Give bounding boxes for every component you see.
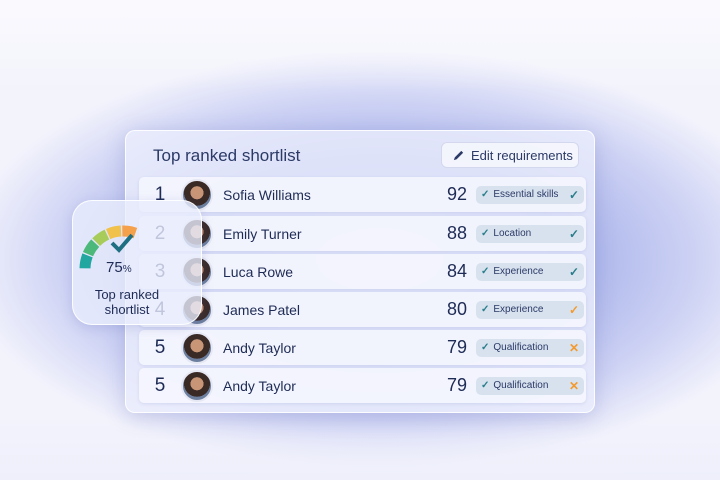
candidate-row[interactable]: 1 Sofia Williams 92 ✓ Essential skills ✓ [139, 177, 586, 212]
match-score: 84 [446, 261, 467, 281]
requirement-label: Essential skills [493, 189, 559, 200]
requirement-label: Location [493, 228, 532, 239]
check-icon: ✓ [481, 228, 490, 239]
check-icon: ✓ [568, 264, 579, 279]
gauge-segment [92, 229, 110, 247]
requirement-tag: ✓ Experience ✓ [476, 300, 584, 319]
candidate-name: Emily Turner [223, 225, 302, 242]
requirement-tag: ✓ Experience ✓ [476, 262, 584, 281]
check-icon: ✓ [568, 226, 579, 241]
avatar [181, 331, 213, 364]
requirement-label: Experience [493, 304, 544, 315]
candidate-name: Andy Taylor [223, 339, 296, 356]
candidate-name: Luca Rowe [223, 263, 294, 280]
match-score: 79 [446, 337, 467, 357]
pencil-icon [453, 150, 464, 160]
match-score: 88 [446, 223, 467, 243]
requirement-label: Experience [493, 266, 544, 277]
candidate-name: James Patel [223, 301, 301, 318]
background-bottom [0, 420, 720, 480]
shortlist-card: Top ranked shortlist Edit requirements 1… [125, 130, 595, 413]
check-icon: ✓ [481, 380, 490, 391]
rank-number: 5 [154, 374, 166, 396]
gauge-segment [79, 253, 93, 269]
match-score: 80 [446, 299, 467, 319]
check-icon: ✓ [568, 302, 579, 317]
gauge-arc [79, 225, 138, 269]
edit-requirements-button[interactable]: Edit requirements [441, 142, 579, 168]
candidate-row[interactable]: 5 Andy Taylor 79 ✓ Qualification ✕ [139, 330, 586, 365]
candidate-row[interactable]: 2 Emily Turner 88 ✓Location✓ [139, 216, 586, 251]
rank-number: 5 [154, 336, 166, 358]
avatar [181, 369, 213, 402]
gauge-segment [106, 225, 122, 240]
candidate-name: Sofia Williams [223, 186, 311, 203]
gauge-label: Top ranked shortlist [94, 287, 160, 317]
check-icon: ✓ [568, 187, 579, 202]
candidate-row[interactable]: 5 Andy Taylor 79 ✓ Qualification ✕ [139, 368, 586, 403]
cross-icon: ✕ [568, 378, 579, 393]
check-icon: ✓ [481, 189, 490, 200]
candidate-row[interactable]: 4 James Patel 80 ✓Experience✓ [139, 292, 586, 327]
edit-requirements-label: Edit requirements [471, 147, 573, 163]
requirement-label: Qualification [493, 380, 549, 391]
background-top [0, 0, 720, 90]
check-icon: ✓ [481, 266, 490, 277]
rank-number: 1 [154, 183, 166, 205]
gauge-percent: 75% [106, 259, 132, 276]
candidate-row[interactable]: 3 Luca Rowe 84 ✓Experience✓ [139, 254, 586, 289]
gauge-segment [82, 239, 100, 257]
cross-icon: ✕ [568, 340, 579, 355]
requirement-label: Qualification [493, 342, 549, 353]
requirement-tag: ✓ Location ✓ [476, 224, 584, 243]
requirement-tag: ✓ Qualification ✕ [476, 376, 584, 395]
check-icon: ✓ [481, 304, 490, 315]
match-gauge: 75% Top ranked shortlist [72, 200, 202, 325]
gauge-segment [122, 225, 138, 239]
requirement-tag: ✓ Essential skills ✓ [476, 185, 584, 204]
match-score: 79 [446, 375, 467, 395]
check-icon [110, 233, 134, 253]
card-title: Top ranked shortlist [153, 146, 301, 165]
check-icon: ✓ [481, 342, 490, 353]
match-score: 92 [446, 184, 467, 204]
requirement-tag: ✓ Qualification ✕ [476, 338, 584, 357]
candidate-name: Andy Taylor [223, 377, 296, 394]
